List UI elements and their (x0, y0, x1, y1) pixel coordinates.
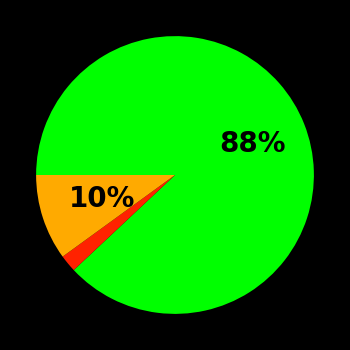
Wedge shape (36, 175, 175, 257)
Text: 88%: 88% (219, 130, 286, 158)
Wedge shape (63, 175, 175, 270)
Text: 10%: 10% (69, 184, 135, 212)
Wedge shape (36, 36, 314, 314)
